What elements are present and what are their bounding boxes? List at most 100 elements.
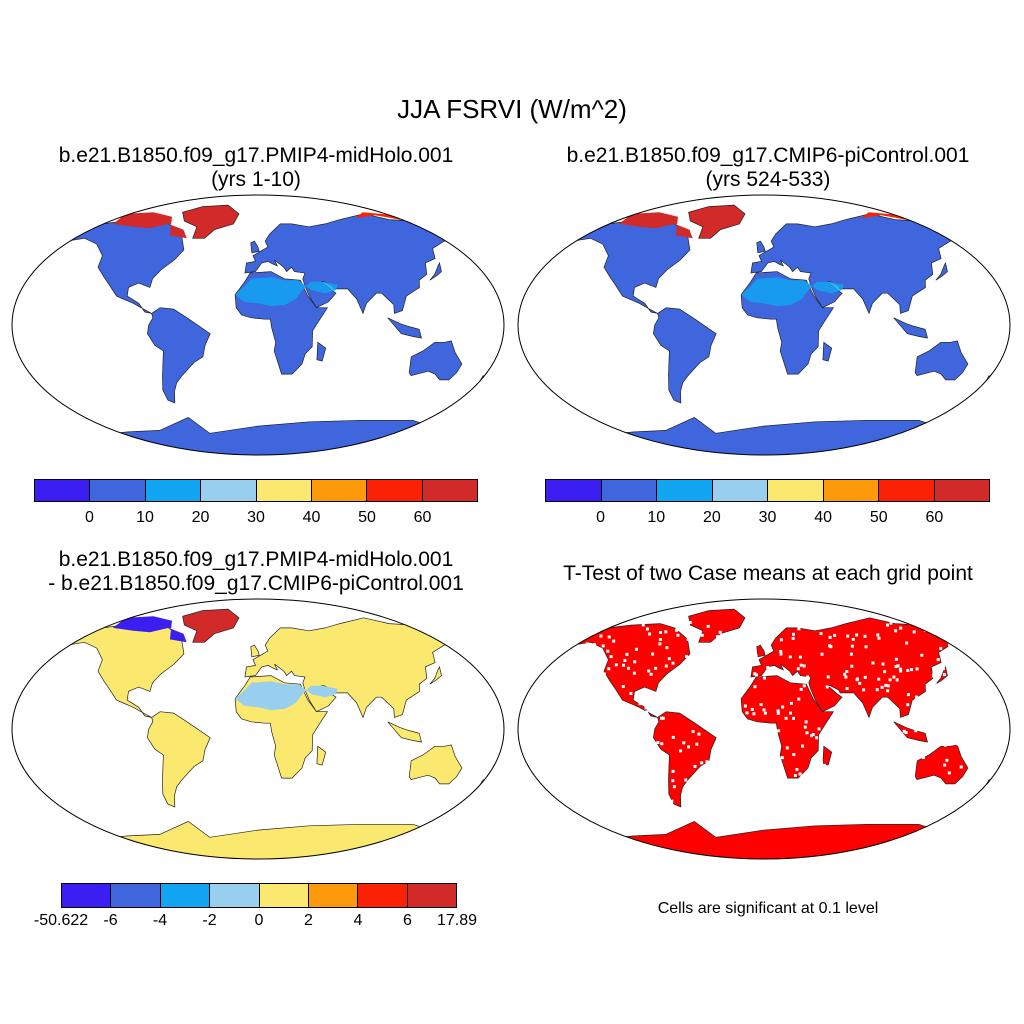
landmass-northAmerica: [568, 219, 691, 314]
landmass-newzealand: [976, 779, 996, 796]
landmass-africa: [740, 675, 835, 779]
map-ttest: [517, 598, 1011, 860]
arctic-region: [618, 212, 693, 239]
colorbar-tick-label: 10: [647, 509, 666, 526]
colorbar-tick-label: -4: [152, 912, 168, 929]
colorbar-swatch: [823, 480, 879, 501]
colorbar-swatch: [62, 884, 112, 907]
panel3-difference-label: - b.e21.B1850.f09_g17.CMIP6-piControl.00…: [48, 572, 464, 595]
colorbar-tick-label: 6: [403, 912, 412, 929]
landmass-australia: [914, 744, 969, 785]
colorbar-swatch: [145, 480, 202, 501]
landmass-australia: [914, 340, 969, 381]
panel2-years: (yrs 524-533): [705, 168, 831, 191]
panel2-case-name: b.e21.B1850.f09_g17.CMIP6-piControl.001: [566, 144, 970, 167]
landmass-antarctica: [564, 416, 964, 455]
panel4-ttest-label: T-Test of two Case means at each grid po…: [563, 562, 973, 585]
map-boundary: [11, 194, 505, 456]
map-midholo: [11, 194, 505, 456]
panel4-title: T-Test of two Case means at each grid po…: [512, 562, 1024, 586]
colorbar-tick-label: 10: [136, 509, 154, 526]
colorbar-midholo: [34, 479, 478, 502]
colorbar-swatch: [367, 480, 423, 501]
colorbar-swatch: [879, 480, 935, 501]
colorbar-swatch: [201, 480, 257, 501]
colorbar-tick-label: -2: [202, 912, 217, 929]
colorbar-swatch: [407, 884, 456, 907]
landmass-antarctica: [58, 416, 458, 455]
colorbar-tick-label: 2: [304, 912, 313, 929]
figure-title: JJA FSRVI (W/m^2): [397, 94, 627, 124]
colorbar-difference: [61, 883, 457, 908]
colorbar-swatch: [160, 884, 211, 907]
landmass-japan: [935, 665, 948, 685]
colorbar-tick-label: 0: [254, 912, 264, 929]
colorbar-swatch: [768, 480, 824, 501]
colorbar-swatch: [256, 480, 312, 501]
landmass-greenland: [182, 204, 240, 239]
landmass-madagascar: [822, 341, 833, 362]
colorbar-tick-label: 4: [353, 912, 363, 929]
non-significant-cells: [531, 620, 996, 812]
desert-region: [235, 681, 338, 711]
colorbar-tick-label: 17.89: [436, 912, 478, 929]
landmass-newzealand: [470, 779, 490, 796]
colorbar-swatch: [111, 884, 161, 907]
desert-region: [235, 277, 338, 307]
map-picontrol: [517, 194, 1011, 456]
significance-note: Cells are significant at 0.1 level: [657, 900, 879, 917]
landmass-madagascar: [316, 745, 327, 766]
landmass-japan: [429, 665, 442, 685]
colorbar-swatch: [712, 480, 768, 501]
panel1-years: (yrs 1-10): [211, 168, 301, 191]
colorbar-swatch: [35, 480, 91, 501]
panel1-case-name: b.e21.B1850.f09_g17.PMIP4-midHolo.001: [58, 144, 454, 167]
colorbar-tick-label: -6: [103, 912, 118, 929]
landmass-japan: [429, 261, 442, 281]
landmass-antarctica: [58, 820, 458, 859]
colorbar-swatch: [90, 480, 146, 501]
colorbar-tick-label: 30: [247, 509, 265, 526]
landmass-uk: [756, 644, 766, 658]
landmass-uk: [250, 240, 260, 254]
landmass-newzealand: [470, 375, 490, 392]
colorbar-tick-label: 60: [413, 509, 432, 526]
colorbar-swatch: [358, 884, 408, 907]
colorbar-tick-label: 50: [869, 509, 888, 526]
landmass-uk: [756, 240, 766, 254]
landmass-northAmerica: [62, 219, 185, 314]
landmass-japan: [935, 261, 948, 281]
colorbar-swatch: [210, 884, 260, 907]
colorbar-swatch: [657, 480, 713, 501]
landmass-newzealand: [976, 375, 996, 392]
colorbar-tick-label: 30: [758, 509, 777, 526]
landmass-greenland: [182, 608, 240, 643]
colorbar-tick-label: 50: [358, 509, 376, 526]
colorbar-tick-label: 40: [814, 509, 833, 526]
colorbar-swatch: [934, 480, 989, 501]
panel2-title: b.e21.B1850.f09_g17.CMIP6-piControl.001 …: [512, 144, 1024, 192]
colorbar-swatch: [311, 480, 368, 501]
map-boundary: [11, 598, 505, 860]
colorbar-tick-label: -50.622: [33, 912, 89, 929]
landmass-uk: [250, 644, 260, 658]
landmass-australia: [408, 744, 463, 785]
colorbar-tick-label: 20: [191, 509, 210, 526]
landmass-madagascar: [316, 341, 327, 362]
landmass-indonesia: [387, 317, 422, 339]
colorbar-tick-label: 0: [85, 509, 94, 526]
colorbar-swatch: [601, 480, 657, 501]
landmass-indonesia: [893, 317, 928, 339]
landmass-southAmerica: [147, 711, 211, 808]
landmass-australia: [408, 340, 463, 381]
colorbar-picontrol: [545, 479, 990, 502]
landmass-indonesia: [893, 721, 928, 743]
colorbar-swatch: [546, 480, 602, 501]
map-difference: [11, 598, 505, 860]
landmass-eurasia: [244, 213, 471, 315]
landmass-southAmerica: [653, 307, 717, 404]
desert-region: [741, 277, 844, 307]
panel3-title: b.e21.B1850.f09_g17.PMIP4-midHolo.001 - …: [0, 548, 512, 596]
landmass-eurasia: [750, 617, 977, 719]
landmass-indonesia: [387, 721, 422, 743]
